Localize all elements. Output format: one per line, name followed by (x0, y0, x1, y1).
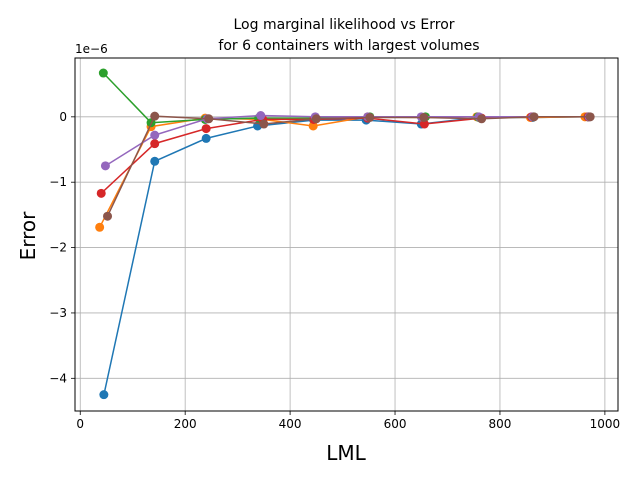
data-point (365, 112, 375, 122)
data-point (585, 112, 595, 122)
data-point (150, 139, 160, 149)
data-point (150, 130, 160, 140)
data-point (419, 119, 429, 129)
series-line (105, 114, 590, 167)
y-tick-label: −4 (49, 371, 67, 385)
series-layer (95, 68, 595, 400)
data-point (477, 114, 487, 124)
data-point (201, 124, 211, 134)
chart-title-line1: Log marginal likelihood vs Error (233, 17, 454, 33)
data-point (256, 111, 266, 121)
x-tick-label: 600 (384, 417, 407, 431)
data-point (529, 112, 539, 122)
plot-frame (74, 57, 619, 412)
y-offset-label: 1e−6 (75, 42, 108, 56)
data-point (100, 161, 110, 171)
data-point (103, 211, 113, 221)
data-point (98, 68, 108, 78)
y-tick-label: −1 (49, 175, 67, 189)
series-line (106, 115, 591, 217)
x-axis-label: LML (326, 441, 366, 465)
data-point (150, 111, 160, 121)
x-tick-label: 800 (489, 417, 512, 431)
data-point (259, 119, 269, 129)
data-point (150, 156, 160, 166)
y-tick-label: −3 (49, 306, 67, 320)
data-point (311, 114, 321, 124)
data-point (96, 188, 106, 198)
chart-title-line2: for 6 containers with largest volumes (218, 38, 479, 54)
y-tick-label: −2 (49, 241, 67, 255)
data-point (95, 222, 105, 232)
y-axis-label: Error (16, 211, 40, 261)
series-6 (103, 111, 595, 221)
data-point (419, 112, 429, 122)
data-point (201, 133, 211, 143)
ticks: 0 200 400 600 800 1000 0 −1 −2 −3 −4 (49, 110, 620, 431)
y-tick-label: 0 (59, 110, 67, 124)
x-tick-label: 200 (174, 417, 197, 431)
data-point (308, 121, 318, 131)
x-tick-label: 400 (279, 417, 302, 431)
data-point (99, 390, 109, 400)
x-tick-label: 0 (76, 417, 84, 431)
x-tick-label: 1000 (590, 417, 621, 431)
data-point (204, 114, 214, 124)
